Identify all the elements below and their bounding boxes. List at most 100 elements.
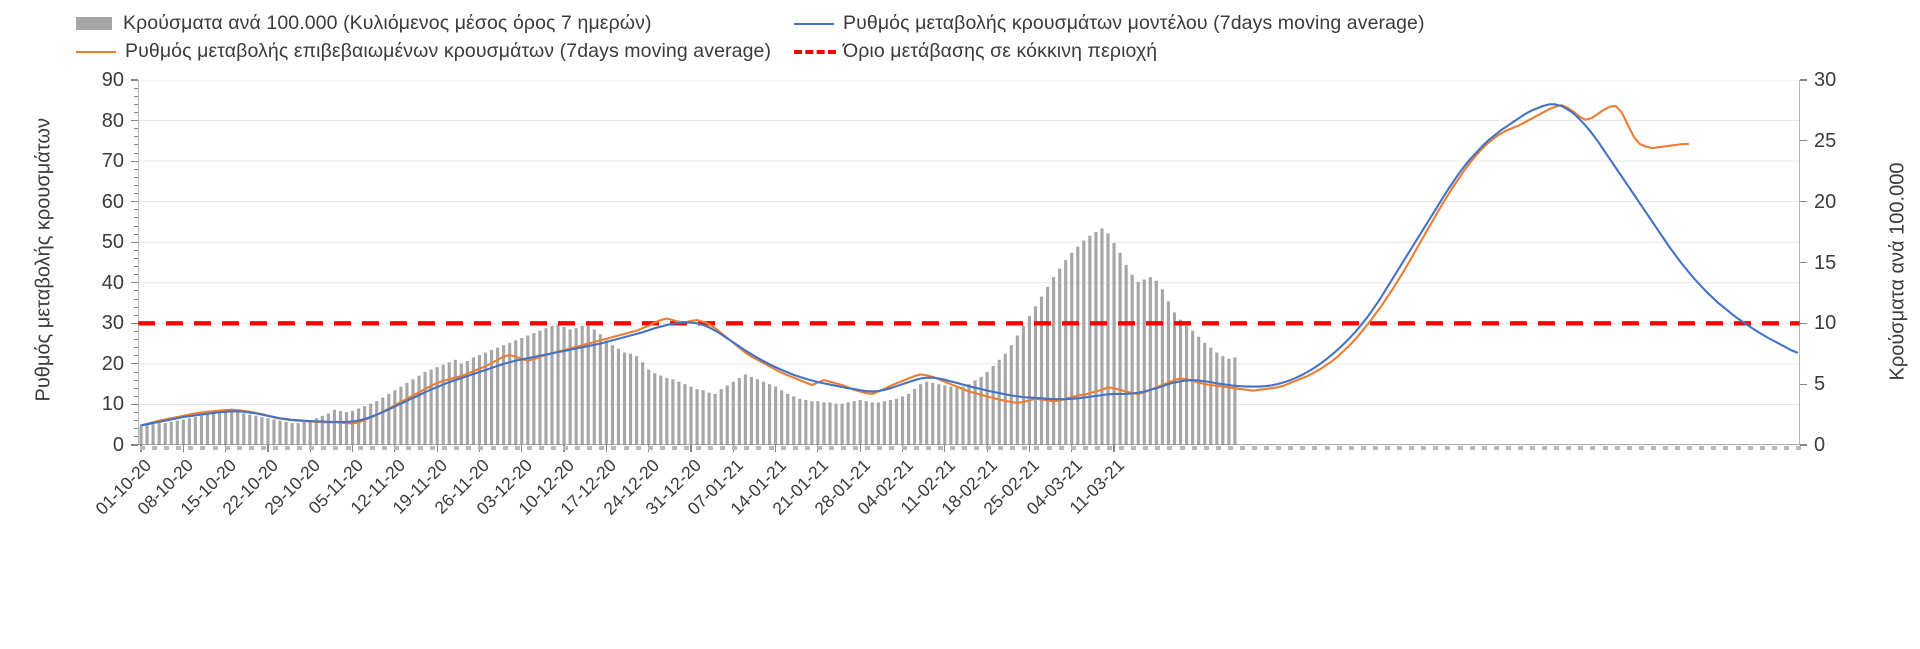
bar (973, 380, 977, 445)
bar (453, 359, 457, 445)
bar (550, 325, 554, 445)
bar (979, 376, 983, 445)
legend-label-model-rate: Ρυθμός μεταβολής κρουσμάτων μοντέλου (7d… (843, 12, 1425, 34)
bar (1191, 330, 1195, 445)
legend-item-confirmed-rate[interactable]: Ρυθμός μεταβολής επιβεβαιωμένων κρουσμάτ… (76, 40, 771, 63)
bar (1136, 281, 1140, 445)
bar (949, 386, 953, 445)
bar (496, 347, 500, 445)
bar (780, 390, 784, 445)
bar (1197, 336, 1201, 445)
bar (719, 389, 723, 445)
bar-swatch-gray-icon (76, 17, 112, 30)
y-axis-left-tick-label: 70 (101, 150, 124, 173)
bar (1154, 280, 1158, 445)
bar (665, 378, 669, 445)
bar (139, 426, 143, 445)
bar (157, 423, 161, 445)
bar (1166, 301, 1171, 445)
bar (1203, 342, 1207, 445)
bar (852, 401, 856, 445)
bar (991, 365, 995, 445)
bar (834, 403, 838, 445)
bar (1100, 228, 1104, 445)
bar (302, 421, 306, 445)
bar (858, 399, 862, 445)
y-axis-right-tick-label: 5 (1814, 373, 1826, 396)
bar (230, 410, 234, 445)
bar (810, 401, 814, 445)
bar (749, 376, 753, 445)
bar (266, 418, 270, 445)
bar (628, 353, 633, 445)
plot-area (138, 80, 1800, 445)
bar (393, 390, 397, 445)
y-axis-left-tick-label: 80 (101, 109, 124, 132)
bar (737, 378, 741, 445)
bar (695, 389, 699, 445)
bar (169, 421, 173, 445)
bar (405, 382, 409, 445)
bar (465, 361, 469, 445)
chart-legend: Κρούσματα ανά 100.000 (Κυλιόμενος μέσος … (0, 6, 1920, 62)
bar (326, 413, 330, 445)
line-swatch-orange-icon (76, 50, 116, 53)
bar (913, 389, 917, 445)
bar (725, 385, 729, 445)
bar (743, 374, 747, 445)
bar (1209, 347, 1213, 445)
bar (598, 334, 602, 445)
bar (514, 340, 518, 445)
bar (900, 396, 905, 445)
bar (943, 385, 947, 445)
bar (1076, 246, 1080, 445)
bar (985, 372, 989, 445)
bar (1070, 252, 1074, 445)
bar (1233, 357, 1237, 445)
bar (822, 402, 826, 445)
bar (683, 384, 687, 445)
bar (187, 418, 191, 445)
bar (804, 399, 808, 445)
bar (284, 421, 288, 445)
bar (876, 402, 880, 445)
bar (471, 357, 475, 445)
bar (489, 350, 494, 445)
bar (1039, 296, 1044, 445)
legend-item-model-rate[interactable]: Ρυθμός μεταβολής κρουσμάτων μοντέλου (7d… (794, 12, 1425, 35)
bar (1064, 260, 1068, 445)
bar (429, 369, 433, 445)
bar (707, 392, 711, 445)
bar (1046, 286, 1050, 445)
bar (925, 381, 929, 445)
bar (1172, 312, 1177, 445)
bar (502, 345, 506, 445)
bar (435, 367, 439, 445)
bar (967, 384, 971, 445)
bar (562, 326, 566, 445)
y-axis-left-tick-label: 40 (101, 271, 124, 294)
bar (544, 328, 548, 445)
bar (296, 423, 300, 445)
bar (586, 324, 590, 445)
y-axis-left-tick-label: 20 (101, 352, 124, 375)
bar (1227, 358, 1231, 445)
bar (1058, 268, 1062, 445)
bar (332, 409, 336, 445)
bar (381, 397, 385, 445)
bar (592, 329, 596, 445)
bar (701, 390, 705, 445)
legend-item-red-threshold[interactable]: Όριο μετάβασης σε κόκκινη περιοχή (794, 40, 1157, 63)
y-axis-right-tick-label: 15 (1814, 251, 1837, 274)
bar (761, 381, 766, 445)
bar (1215, 352, 1219, 445)
bar (622, 352, 627, 445)
legend-item-cases-bar[interactable]: Κρούσματα ανά 100.000 (Κυλιόμενος μέσος … (76, 12, 652, 35)
bar (653, 373, 657, 445)
bar (308, 420, 312, 445)
bar (447, 362, 451, 445)
bar (840, 403, 844, 445)
bar (411, 379, 415, 445)
bar (616, 348, 621, 445)
